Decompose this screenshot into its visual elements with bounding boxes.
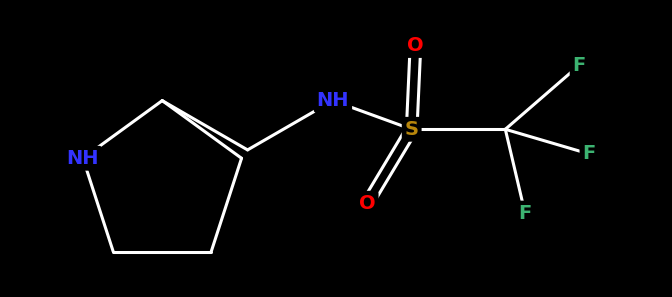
Text: S: S <box>405 120 419 139</box>
Text: O: O <box>359 194 376 213</box>
Text: F: F <box>518 203 532 222</box>
Text: F: F <box>583 144 596 163</box>
Text: NH: NH <box>317 91 349 110</box>
Text: O: O <box>407 36 424 55</box>
Text: NH: NH <box>67 149 99 168</box>
Text: F: F <box>573 56 586 75</box>
